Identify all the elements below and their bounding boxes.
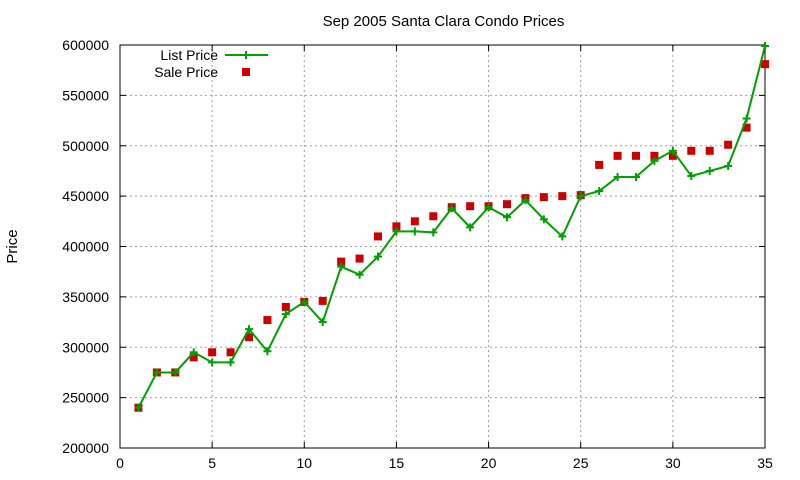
series-layer [134,42,769,412]
list-price-point [503,213,511,222]
list-price-point [595,187,604,196]
list-price-point [521,196,530,205]
sale-price-point [595,160,604,169]
sale-price-point [632,151,640,160]
legend-label-list-price: List Price [160,47,218,63]
list-price-point [245,325,253,334]
sale-price-point [539,193,548,202]
list-price-point [705,166,714,175]
list-price-point [484,203,493,212]
list-price-point [576,192,585,201]
y-tick-label: 600000 [62,37,109,53]
sale-price-point [761,60,769,69]
sale-price-point [374,232,382,241]
list-price-point [466,223,475,232]
sale-price-point [668,151,677,160]
sale-price-point [724,140,733,149]
x-tick-label: 10 [296,455,312,471]
list-price-point [208,358,217,367]
sale-price-point [263,316,272,325]
axis-ticks: 0 5 10 15 20 25 30 35 200000 250000 300000 350000 40… [62,37,773,471]
sale-price-point [355,254,364,263]
list-price-point [300,297,309,306]
y-tick-label: 200000 [62,440,109,456]
list-price-point [613,172,622,181]
list-price-point [263,347,272,356]
list-price-point [668,146,677,155]
sale-price-point [650,151,659,160]
x-tick-label: 15 [389,455,405,471]
x-tick-label: 0 [116,455,124,471]
sale-price-point [226,348,235,357]
chart-title: Sep 2005 Santa Clara Condo Prices [323,13,565,30]
list-price-point [374,252,382,261]
sale-price-point [687,146,696,155]
sale-price-point [281,302,290,311]
list-price-point [152,368,161,377]
list-price-point [134,403,143,412]
sale-price-point [337,257,346,266]
list-price-point [392,227,401,236]
grid-lines [120,45,765,448]
sale-price-point [410,217,419,226]
list-price-point [742,114,751,123]
sale-price-point [742,123,751,132]
sale-price-point [392,222,401,231]
sale-price-point [245,333,253,342]
sale-price-point [613,151,622,160]
x-tick-label: 20 [481,455,497,471]
list-price-point [410,227,419,236]
y-axis-label: Price [4,229,21,263]
x-tick-label: 35 [757,455,773,471]
y-tick-label: 250000 [62,390,109,406]
list-price-point [337,262,346,271]
y-tick-label: 500000 [62,138,109,154]
list-price-point [281,310,290,319]
x-tick-label: 30 [665,455,681,471]
sale-price-point [208,348,217,357]
y-tick-label: 300000 [62,339,109,355]
y-tick-label: 350000 [62,289,109,305]
list-price-point [171,368,180,377]
legend-swatch-sale-price [242,68,250,76]
sale-price-point [466,202,475,211]
sale-price-point [429,212,438,221]
y-tick-label: 400000 [62,239,109,255]
list-price-point [687,171,696,180]
list-price-point [632,172,640,181]
sale-price-point [558,192,567,201]
x-tick-label: 5 [208,455,216,471]
list-price-point [355,270,364,279]
list-price-point [539,215,548,224]
list-price-point [189,348,198,357]
list-price-point [429,228,438,237]
sale-price-point [189,353,198,362]
list-price-point [724,161,733,170]
y-tick-label: 550000 [62,87,109,103]
sale-price-point [318,296,327,305]
y-tick-label: 450000 [62,188,109,204]
sale-price-point [503,200,511,209]
legend-label-sale-price: Sale Price [154,64,218,80]
series-list-price [134,42,769,412]
list-price-point [318,318,327,327]
list-price-point [447,204,456,213]
list-price-point [761,42,769,51]
list-price-point [650,156,659,165]
x-tick-label: 25 [573,455,589,471]
list-price-point [558,232,567,241]
sale-price-point [705,146,714,155]
list-price-point [226,358,235,367]
